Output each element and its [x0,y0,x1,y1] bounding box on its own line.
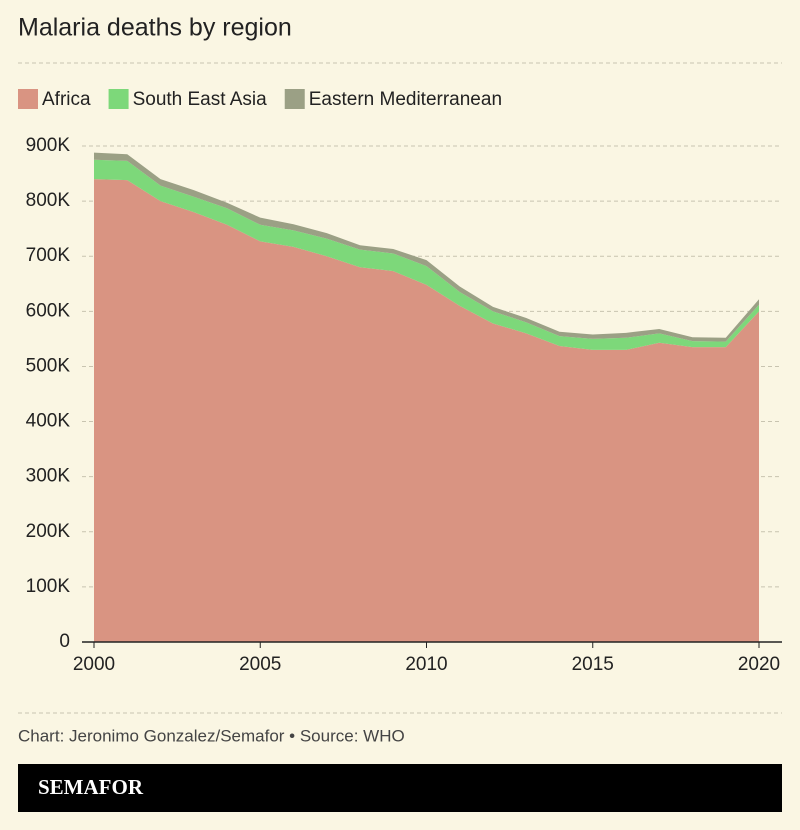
x-tick-label: 2020 [738,654,780,675]
y-tick-label: 600K [26,300,71,321]
legend-swatch [18,89,38,109]
area [94,179,759,643]
legend-label: Africa [42,89,91,110]
y-tick-label: 900K [26,135,71,156]
y-tick-label: 500K [26,355,71,376]
y-tick-label: 800K [26,190,71,211]
chart-title: Malaria deaths by region [18,14,292,42]
y-tick-label: 400K [26,411,71,432]
y-tick-label: 100K [26,576,71,597]
source: Chart: Jeronimo Gonzalez/Semafor • Sourc… [18,726,405,745]
x-tick-label: 2005 [239,654,281,675]
brand: SEMAFOR [38,775,144,799]
y-tick-label: 0 [59,631,70,652]
legend-label: South East Asia [133,89,268,110]
y-tick-label: 300K [26,466,71,487]
x-tick-label: 2000 [73,654,115,675]
footer-bar [18,764,782,812]
legend-swatch [284,89,305,109]
y-tick-label: 700K [26,245,71,266]
legend-swatch [108,89,129,109]
y-tick-label: 200K [26,521,71,542]
x-tick-label: 2010 [405,654,447,675]
legend-label: Eastern Mediterranean [309,89,502,110]
x-tick-label: 2015 [572,654,614,675]
